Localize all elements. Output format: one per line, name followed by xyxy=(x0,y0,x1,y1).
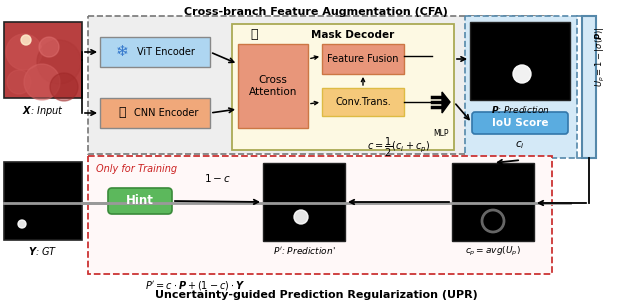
Text: $\boldsymbol{Y}$: GT: $\boldsymbol{Y}$: GT xyxy=(28,245,58,257)
Text: $\boldsymbol{P'}$: Prediction': $\boldsymbol{P'}$: Prediction' xyxy=(273,245,335,256)
Circle shape xyxy=(39,37,59,57)
Bar xyxy=(452,163,534,241)
Text: $\boldsymbol{P}$: Prediction: $\boldsymbol{P}$: Prediction xyxy=(490,104,550,115)
Text: Uncertainty-guided Prediction Regularization (UPR): Uncertainty-guided Prediction Regulariza… xyxy=(155,290,477,300)
FancyBboxPatch shape xyxy=(472,112,568,134)
Text: 🔥: 🔥 xyxy=(250,29,257,41)
Text: $c=\dfrac{1}{2}(c_i+c_p)$: $c=\dfrac{1}{2}(c_i+c_p)$ xyxy=(367,136,430,159)
FancyBboxPatch shape xyxy=(108,188,172,214)
Text: $U_p=1-|\sigma(\boldsymbol{P})|$: $U_p=1-|\sigma(\boldsymbol{P})|$ xyxy=(593,26,607,87)
Bar xyxy=(4,22,82,98)
Text: $c_i$: $c_i$ xyxy=(515,139,525,151)
Text: Only for Training: Only for Training xyxy=(96,164,177,174)
Bar xyxy=(100,37,210,67)
Circle shape xyxy=(18,220,26,228)
Text: Cross
Attention: Cross Attention xyxy=(249,75,297,97)
Bar xyxy=(238,44,308,128)
Text: Feature Fusion: Feature Fusion xyxy=(327,54,399,64)
Text: $c_p=avg(U_p)$: $c_p=avg(U_p)$ xyxy=(465,245,521,258)
Circle shape xyxy=(294,210,308,224)
Bar xyxy=(100,98,210,128)
Circle shape xyxy=(24,64,60,100)
Text: Conv.Trans.: Conv.Trans. xyxy=(335,97,391,107)
Bar xyxy=(322,88,404,116)
Bar xyxy=(465,16,577,158)
Text: ViT Encoder: ViT Encoder xyxy=(137,47,195,57)
Text: MLP: MLP xyxy=(433,129,449,138)
Text: $1-c$: $1-c$ xyxy=(204,172,231,184)
Bar xyxy=(322,44,404,74)
Text: Mask Decoder: Mask Decoder xyxy=(312,30,395,40)
Text: ❄: ❄ xyxy=(116,45,129,60)
Bar xyxy=(232,24,454,150)
Text: $\boldsymbol{X}$: Input: $\boldsymbol{X}$: Input xyxy=(22,104,64,118)
Text: Hint: Hint xyxy=(126,195,154,208)
Circle shape xyxy=(37,40,81,84)
Bar xyxy=(263,163,345,241)
Circle shape xyxy=(513,65,531,83)
Bar xyxy=(470,22,570,100)
Text: $\boldsymbol{P'} = c \cdot \boldsymbol{P} + (1-c) \cdot \boldsymbol{Y}$: $\boldsymbol{P'} = c \cdot \boldsymbol{P… xyxy=(145,279,245,292)
Circle shape xyxy=(6,34,42,70)
Polygon shape xyxy=(442,92,450,113)
Text: Cross-branch Feature Augmentation (CFA): Cross-branch Feature Augmentation (CFA) xyxy=(184,7,448,17)
Bar xyxy=(582,16,596,158)
Text: IoU Score: IoU Score xyxy=(492,118,548,128)
Bar xyxy=(4,162,82,240)
Circle shape xyxy=(7,70,31,94)
Circle shape xyxy=(21,35,31,45)
Bar xyxy=(88,16,552,154)
Text: CNN Encoder: CNN Encoder xyxy=(134,108,198,118)
Circle shape xyxy=(50,73,78,101)
Text: 🔥: 🔥 xyxy=(118,107,125,119)
Bar xyxy=(88,156,552,274)
